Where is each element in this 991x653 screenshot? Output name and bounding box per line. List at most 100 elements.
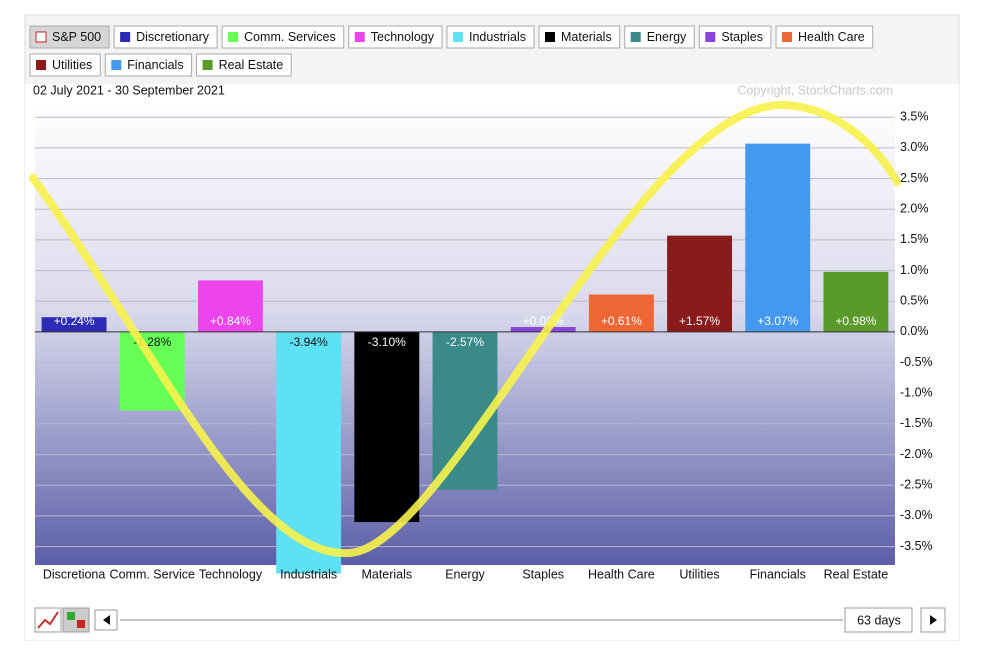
y-tick-label: 3.5% [900,110,929,124]
legend-button[interactable] [221,25,345,49]
bar [41,317,107,332]
legend-button[interactable] [698,25,772,49]
legend-item[interactable]: Staples [698,25,772,49]
y-tick-label: 1.5% [900,232,929,246]
y-tick-label: 2.5% [900,171,929,185]
legend-label: Utilities [52,58,92,72]
legend-item[interactable]: Technology [348,25,443,49]
legend-button[interactable] [196,53,292,77]
y-tick-label: -1.5% [900,416,933,430]
legend-swatch [35,31,47,43]
x-tick-label: Real Estate [824,567,889,581]
value-label: -3.94% [290,335,328,349]
legend-label: Technology [371,30,435,44]
x-tick-label: Discretiona [43,567,106,581]
legend-swatch [202,60,213,70]
legend-label: Health Care [798,30,865,44]
legend-button[interactable] [29,25,110,49]
legend-swatch [544,32,555,42]
y-tick-label: 2.0% [900,202,929,216]
y-tick-label: 3.0% [900,140,929,154]
icon [67,612,75,620]
x-tick-label: Materials [361,567,412,581]
bar [745,143,811,332]
y-tick-label: -0.5% [900,355,933,369]
x-tick-label: Industrials [280,567,337,581]
legend-item[interactable]: Utilities [29,53,101,77]
annotation-curve [29,100,901,558]
legend-item[interactable]: Financials [104,53,193,77]
line-view-button[interactable] [34,607,62,633]
bar [198,280,263,332]
legend-label: Discretionary [136,30,210,44]
legend-item[interactable]: Health Care [775,25,874,49]
legend-swatch [228,32,239,42]
legend-label: Financials [127,58,183,72]
value-label: +0.98% [835,314,876,328]
bar-view-button[interactable] [62,607,90,633]
value-label: -2.57% [446,335,484,349]
legend-label: Comm. Services [244,30,336,44]
x-tick-label: Energy [445,567,485,581]
legend-button[interactable] [104,53,193,77]
value-label: +1.57% [679,314,720,328]
legend-swatch [453,32,463,42]
legend-swatch [111,60,122,70]
bar [667,235,732,332]
legend-button[interactable] [113,25,218,49]
legend-item[interactable]: Industrials [446,25,535,49]
legend-label: S&P 500 [52,30,101,44]
value-label: +0.24% [54,314,95,328]
legend-label: Materials [561,30,612,44]
y-tick-label: -2.5% [900,478,933,492]
legend-swatch [120,32,131,42]
date-range: 02 July 2021 - 30 September 2021 [33,83,225,97]
legend-item[interactable]: Comm. Services [221,25,345,49]
y-tick-label: 0.5% [900,294,929,308]
y-tick-label: -3.5% [900,539,933,553]
legend-swatch [354,32,365,42]
icon [77,620,85,628]
legend-item[interactable]: Real Estate [196,53,292,77]
x-tick-label: Financials [750,567,806,581]
period-label: 63 days [857,613,901,627]
legend-button[interactable] [775,25,874,49]
x-tick-label: Staples [522,567,564,581]
value-label: +0.84% [210,314,251,328]
icon [37,611,59,629]
icon [103,615,110,625]
legend-label: Energy [647,30,687,44]
legend-button[interactable] [29,53,101,77]
copyright: Copyright, StockCharts.com [737,83,893,97]
legend-swatch [36,60,46,70]
legend-button[interactable] [538,25,621,49]
legend-item[interactable]: Energy [624,25,695,49]
value-label: +3.07% [757,314,798,328]
legend-swatch [782,32,793,42]
bar [354,331,420,523]
legend-button[interactable] [446,25,535,49]
legend-item[interactable]: Discretionary [113,25,218,49]
period-button[interactable] [844,607,913,633]
y-tick-label: -2.0% [900,447,933,461]
value-label: +0.61% [601,314,642,328]
x-tick-label: Utilities [679,567,719,581]
legend-button[interactable] [624,25,695,49]
legend-swatch [705,32,716,42]
legend-item[interactable]: Materials [538,25,621,49]
value-label: -3.10% [368,335,406,349]
y-tick-label: -1.0% [900,386,933,400]
x-tick-label: Comm. Service [110,567,195,581]
x-tick-label: Health Care [588,567,655,581]
bar [588,294,654,332]
legend-swatch [630,32,641,42]
y-tick-label: -3.0% [900,508,933,522]
controls: 63 days [34,607,946,633]
legend-label: Industrials [469,30,526,44]
bar [823,271,889,332]
legend-button[interactable] [348,25,443,49]
legend-label: Staples [721,30,763,44]
legend-item[interactable]: S&P 500 [29,25,110,49]
